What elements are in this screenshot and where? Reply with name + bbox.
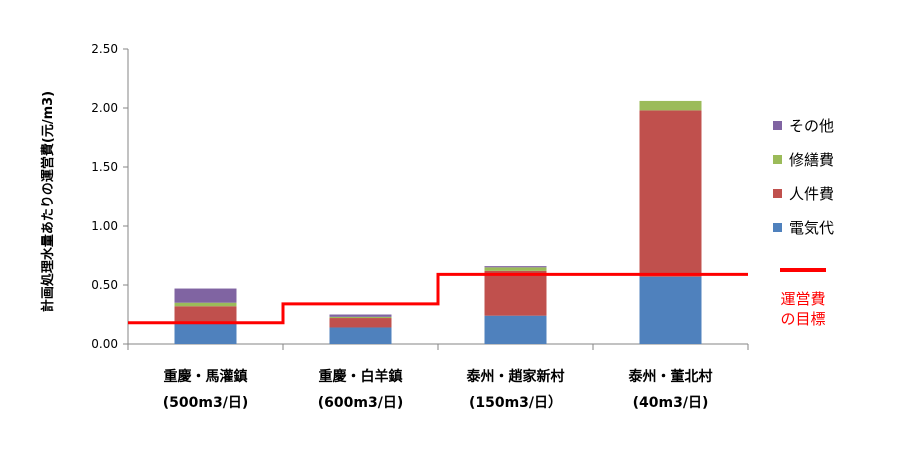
y-tick-label: 2.50 [91, 42, 118, 56]
legend-label: その他 [789, 117, 834, 135]
axes: 0.00 0.50 1.00 1.50 2.00 2.50 計画処理水量あたりの運営費(元/… [40, 42, 749, 351]
labels: 重慶・馬灌鎮 (500m3/日) 重慶・白羊鎮 (600m3/日) 泰州・趙家新村 (15… [163, 368, 713, 411]
x-category-label: (150m3/日） [469, 395, 562, 411]
bar-segment [329, 316, 392, 319]
bar-segment [484, 270, 547, 316]
bars [174, 100, 702, 344]
target-line-group [128, 272, 748, 325]
legend-target-label: 運営費 [780, 290, 825, 308]
x-category-label: 泰州・董北村 [628, 368, 713, 385]
x-category-label: (40m3/日) [633, 395, 709, 411]
legend-label: 人件費 [789, 185, 834, 203]
legend-swatch [773, 121, 782, 130]
legend-label: 修繕費 [789, 151, 834, 169]
y-tick-label: 1.50 [91, 160, 118, 174]
x-category-label: (600m3/日) [318, 395, 403, 411]
y-axis-title: 計画処理水量あたりの運営費(元/m3) [40, 91, 56, 312]
bar-segment [484, 266, 547, 268]
x-category-label: 重慶・白羊鎮 [319, 368, 403, 385]
y-tick-label: 0.50 [91, 278, 118, 292]
bar-segment [329, 327, 392, 344]
y-tick-label: 1.00 [91, 219, 118, 233]
legend-swatch [773, 155, 782, 164]
bar-segment [639, 100, 702, 111]
bar-segment [484, 315, 547, 344]
bar-segment [639, 110, 702, 277]
y-tick-label: 2.00 [91, 101, 118, 115]
bar-segment [329, 314, 392, 317]
bar-segment [174, 302, 237, 307]
bar-segment [639, 276, 702, 344]
legend-swatch [773, 223, 782, 232]
legend-label: 電気代 [789, 219, 834, 237]
bar-segment [329, 318, 392, 328]
y-tick-label: 0.00 [91, 337, 118, 351]
bar-segment [484, 267, 547, 271]
legend-target-label: の目標 [780, 310, 825, 328]
x-category-label: 重慶・馬灌鎮 [164, 368, 248, 385]
target-step-line [128, 272, 748, 325]
x-category-label: (500m3/日) [163, 395, 248, 411]
legend-swatch [773, 189, 782, 198]
bar-segment [174, 306, 237, 324]
bar-segment [174, 288, 237, 303]
x-category-label: 泰州・趙家新村 [466, 368, 565, 385]
bar-segment [174, 323, 237, 344]
